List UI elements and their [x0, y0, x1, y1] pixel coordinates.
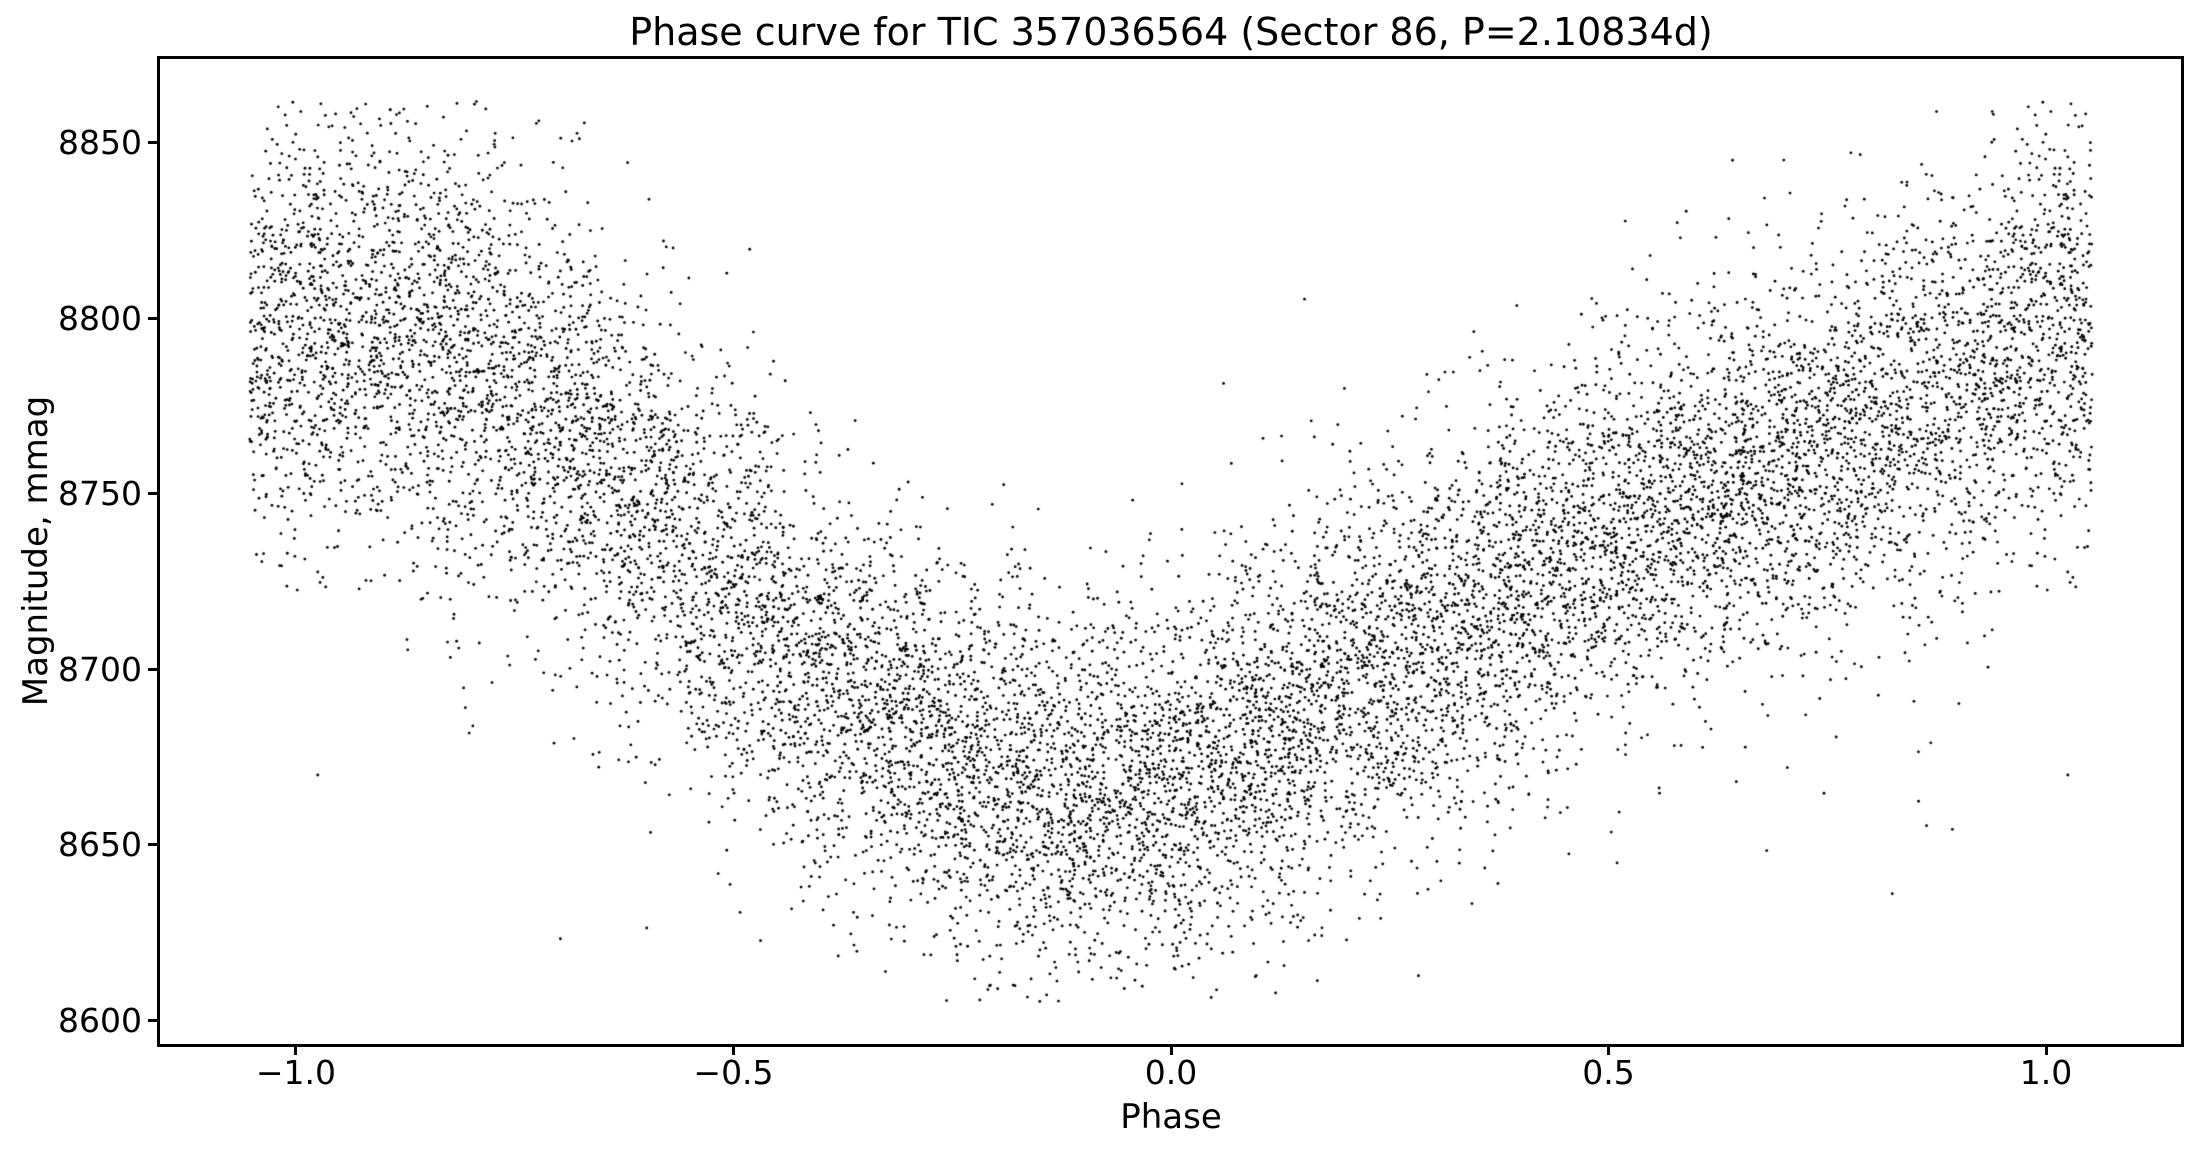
scatter-points-canvas	[160, 58, 2182, 1044]
x-tick-label: 1.0	[2019, 1053, 2073, 1092]
y-tick-mark	[148, 316, 157, 320]
y-tick-label: 8850	[58, 123, 142, 163]
x-tick-label: 0.5	[1582, 1053, 1635, 1092]
x-tick-label: 0.0	[1144, 1053, 1198, 1092]
y-tick-mark	[148, 492, 157, 496]
y-tick-mark	[148, 141, 157, 145]
y-tick-mark	[148, 1018, 157, 1022]
y-tick-label: 8750	[58, 474, 142, 514]
bottom-spine	[157, 1044, 2184, 1047]
y-tick-label: 8600	[58, 1000, 142, 1040]
x-tick-mark	[294, 1046, 298, 1055]
y-tick-mark	[148, 667, 157, 671]
x-tick-mark	[1169, 1046, 1173, 1055]
x-axis-label: Phase	[1120, 1097, 1222, 1137]
y-tick-mark	[148, 843, 157, 847]
chart-title: Phase curve for TIC 357036564 (Sector 86…	[629, 10, 1713, 54]
left-spine	[157, 56, 160, 1047]
top-spine	[157, 56, 2184, 59]
y-tick-label: 8700	[58, 649, 142, 689]
x-tick-mark	[2044, 1046, 2048, 1055]
x-tick-label: −1.0	[255, 1053, 337, 1092]
x-tick-mark	[1607, 1046, 1610, 1055]
x-tick-mark	[731, 1046, 735, 1055]
x-tick-label: −0.5	[693, 1053, 774, 1092]
y-tick-label: 8800	[58, 298, 142, 338]
y-tick-label: 8650	[58, 825, 142, 865]
right-spine	[2181, 56, 2184, 1047]
